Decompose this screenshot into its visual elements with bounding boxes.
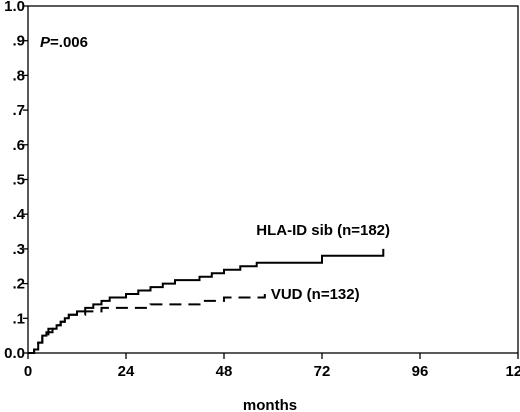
vud-curve	[28, 294, 266, 354]
x-tick-label: 96	[412, 363, 429, 380]
y-tick-label: 0.0	[4, 345, 25, 362]
x-tick-label: 0	[24, 363, 32, 380]
p-value-number: =.006	[50, 34, 88, 51]
y-tick-label: .9	[12, 33, 25, 50]
y-tick-label: .5	[12, 172, 25, 189]
y-tick-label: .8	[12, 67, 25, 84]
y-tick-label: .2	[12, 276, 25, 293]
p-value-prefix: P	[40, 34, 51, 51]
hla-id-sib-label: HLA-ID sib (n=182)	[256, 222, 390, 239]
x-tick-label: 120	[505, 363, 520, 380]
y-tick-label: .7	[12, 102, 25, 119]
x-axis-title: months	[243, 397, 297, 412]
y-tick-label: .6	[12, 137, 25, 154]
p-value-label: P=.006	[40, 34, 88, 51]
x-tick-label: 24	[118, 363, 135, 380]
y-tick-label: .4	[12, 206, 25, 223]
vud-label: VUD (n=132)	[271, 286, 360, 303]
y-tick-label: 1.0	[4, 0, 25, 15]
x-tick-label: 72	[314, 363, 331, 380]
hla-id-sib-curve	[28, 248, 385, 354]
y-tick-label: .1	[12, 310, 25, 327]
x-tick-label: 48	[216, 363, 233, 380]
y-tick-label: .3	[12, 241, 25, 258]
